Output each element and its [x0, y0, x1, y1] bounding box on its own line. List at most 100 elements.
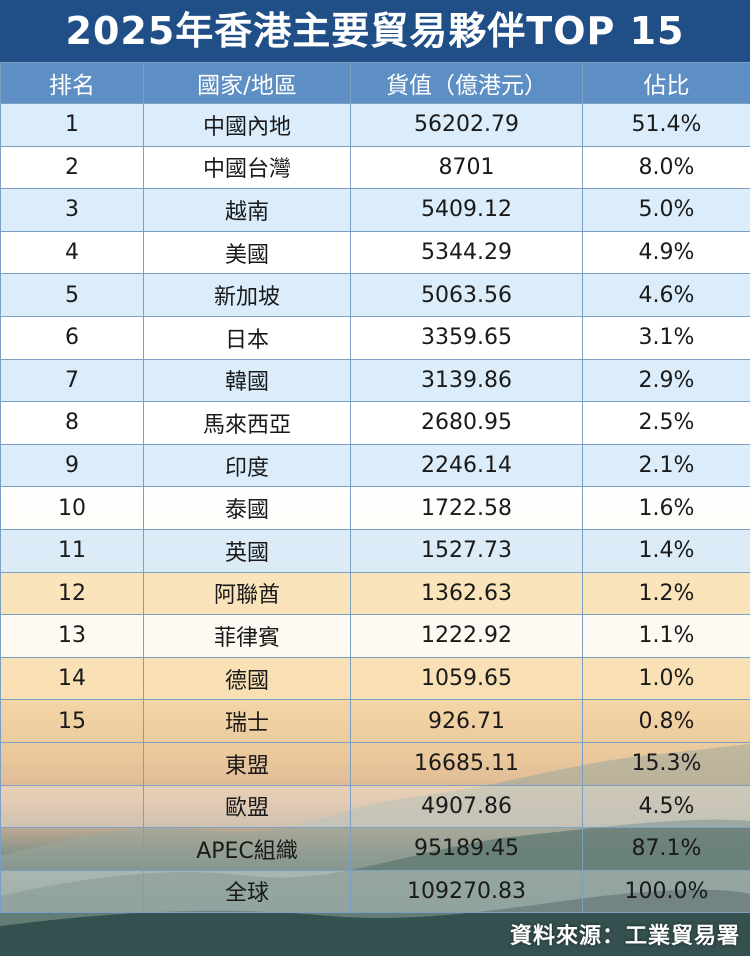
share-cell: 1.6%	[582, 486, 750, 530]
region-cell: 阿聯酋	[143, 571, 351, 616]
region-cell: 德國	[143, 656, 351, 701]
region-cell: 美國	[143, 230, 351, 275]
share-cell: 87.1%	[582, 827, 750, 871]
share-cell: 15.3%	[582, 741, 750, 786]
region-cell: 東盟	[143, 741, 351, 786]
value-cell: 1362.63	[350, 571, 583, 616]
region-cell: 新加坡	[143, 273, 351, 317]
table-row: 15 瑞士 926.71 0.8%	[0, 699, 750, 743]
rank-cell: 3	[0, 188, 144, 232]
header-rank: 排名	[0, 62, 144, 104]
share-cell: 2.1%	[582, 443, 750, 488]
region-cell: 韓國	[143, 358, 351, 403]
value-cell: 2246.14	[350, 443, 583, 488]
table-row: 7 韓國 3139.86 2.9%	[0, 358, 750, 403]
share-cell: 1.2%	[582, 571, 750, 616]
region-cell: 印度	[143, 443, 351, 488]
share-cell: 2.9%	[582, 358, 750, 403]
rank-cell: 12	[0, 571, 144, 616]
rank-cell: 1	[0, 103, 144, 147]
table-header-row: 排名 國家/地區 貨值（億港元） 佔比	[0, 62, 750, 104]
share-cell: 5.0%	[582, 188, 750, 232]
value-cell: 2680.95	[350, 401, 583, 445]
table-row: 歐盟 4907.86 4.5%	[0, 784, 750, 829]
region-cell: 中國台灣	[143, 145, 351, 190]
table-row: 10 泰國 1722.58 1.6%	[0, 486, 750, 530]
rank-cell: 7	[0, 358, 144, 403]
trade-partners-table: 排名 國家/地區 貨值（億港元） 佔比 1 中國內地 56202.79 51.4% 2…	[0, 62, 750, 914]
share-cell: 2.5%	[582, 401, 750, 445]
page-title: 2025年香港主要貿易夥伴TOP 15	[0, 0, 750, 62]
rank-cell	[0, 827, 144, 871]
value-cell: 56202.79	[350, 103, 583, 147]
value-cell: 1222.92	[350, 614, 583, 658]
rank-cell: 5	[0, 273, 144, 317]
rank-cell: 6	[0, 315, 144, 360]
value-cell: 16685.11	[350, 741, 583, 786]
value-cell: 5344.29	[350, 230, 583, 275]
rank-cell	[0, 869, 144, 914]
value-cell: 3359.65	[350, 315, 583, 360]
value-cell: 5409.12	[350, 188, 583, 232]
rank-cell: 10	[0, 486, 144, 530]
header-region: 國家/地區	[143, 62, 351, 104]
region-cell: 中國內地	[143, 103, 351, 147]
table-row: 4 美國 5344.29 4.9%	[0, 230, 750, 275]
rank-cell: 11	[0, 528, 144, 573]
rank-cell	[0, 741, 144, 786]
region-cell: 日本	[143, 315, 351, 360]
rank-cell: 13	[0, 614, 144, 658]
table-row: 1 中國內地 56202.79 51.4%	[0, 103, 750, 147]
value-cell: 3139.86	[350, 358, 583, 403]
value-cell: 1527.73	[350, 528, 583, 573]
share-cell: 3.1%	[582, 315, 750, 360]
value-cell: 109270.83	[350, 869, 583, 914]
share-cell: 4.6%	[582, 273, 750, 317]
value-cell: 4907.86	[350, 784, 583, 829]
value-cell: 926.71	[350, 699, 583, 743]
value-cell: 95189.45	[350, 827, 583, 871]
rank-cell: 4	[0, 230, 144, 275]
rank-cell: 8	[0, 401, 144, 445]
share-cell: 0.8%	[582, 699, 750, 743]
share-cell: 100.0%	[582, 869, 750, 914]
share-cell: 8.0%	[582, 145, 750, 190]
region-cell: APEC組織	[143, 827, 351, 871]
rank-cell	[0, 784, 144, 829]
table-row: 9 印度 2246.14 2.1%	[0, 443, 750, 488]
region-cell: 越南	[143, 188, 351, 232]
table-row: 14 德國 1059.65 1.0%	[0, 656, 750, 701]
region-cell: 全球	[143, 869, 351, 914]
region-cell: 泰國	[143, 486, 351, 530]
share-cell: 1.1%	[582, 614, 750, 658]
share-cell: 51.4%	[582, 103, 750, 147]
region-cell: 瑞士	[143, 699, 351, 743]
region-cell: 馬來西亞	[143, 401, 351, 445]
table-row: 11 英國 1527.73 1.4%	[0, 528, 750, 573]
share-cell: 1.4%	[582, 528, 750, 573]
table-row: 13 菲律賓 1222.92 1.1%	[0, 614, 750, 658]
table-row: 全球 109270.83 100.0%	[0, 869, 750, 914]
value-cell: 1059.65	[350, 656, 583, 701]
header-share: 佔比	[582, 62, 750, 104]
table-row: 12 阿聯酋 1362.63 1.2%	[0, 571, 750, 616]
table-row: 5 新加坡 5063.56 4.6%	[0, 273, 750, 317]
table-row: 東盟 16685.11 15.3%	[0, 741, 750, 786]
share-cell: 4.9%	[582, 230, 750, 275]
table-row: 6 日本 3359.65 3.1%	[0, 315, 750, 360]
rank-cell: 14	[0, 656, 144, 701]
region-cell: 菲律賓	[143, 614, 351, 658]
rank-cell: 9	[0, 443, 144, 488]
value-cell: 1722.58	[350, 486, 583, 530]
value-cell: 8701	[350, 145, 583, 190]
table-row: 3 越南 5409.12 5.0%	[0, 188, 750, 232]
header-value: 貨值（億港元）	[350, 62, 583, 104]
table-row: 8 馬來西亞 2680.95 2.5%	[0, 401, 750, 445]
region-cell: 歐盟	[143, 784, 351, 829]
value-cell: 5063.56	[350, 273, 583, 317]
region-cell: 英國	[143, 528, 351, 573]
share-cell: 4.5%	[582, 784, 750, 829]
source-note: 資料來源：工業貿易署	[509, 924, 740, 949]
rank-cell: 15	[0, 699, 144, 743]
